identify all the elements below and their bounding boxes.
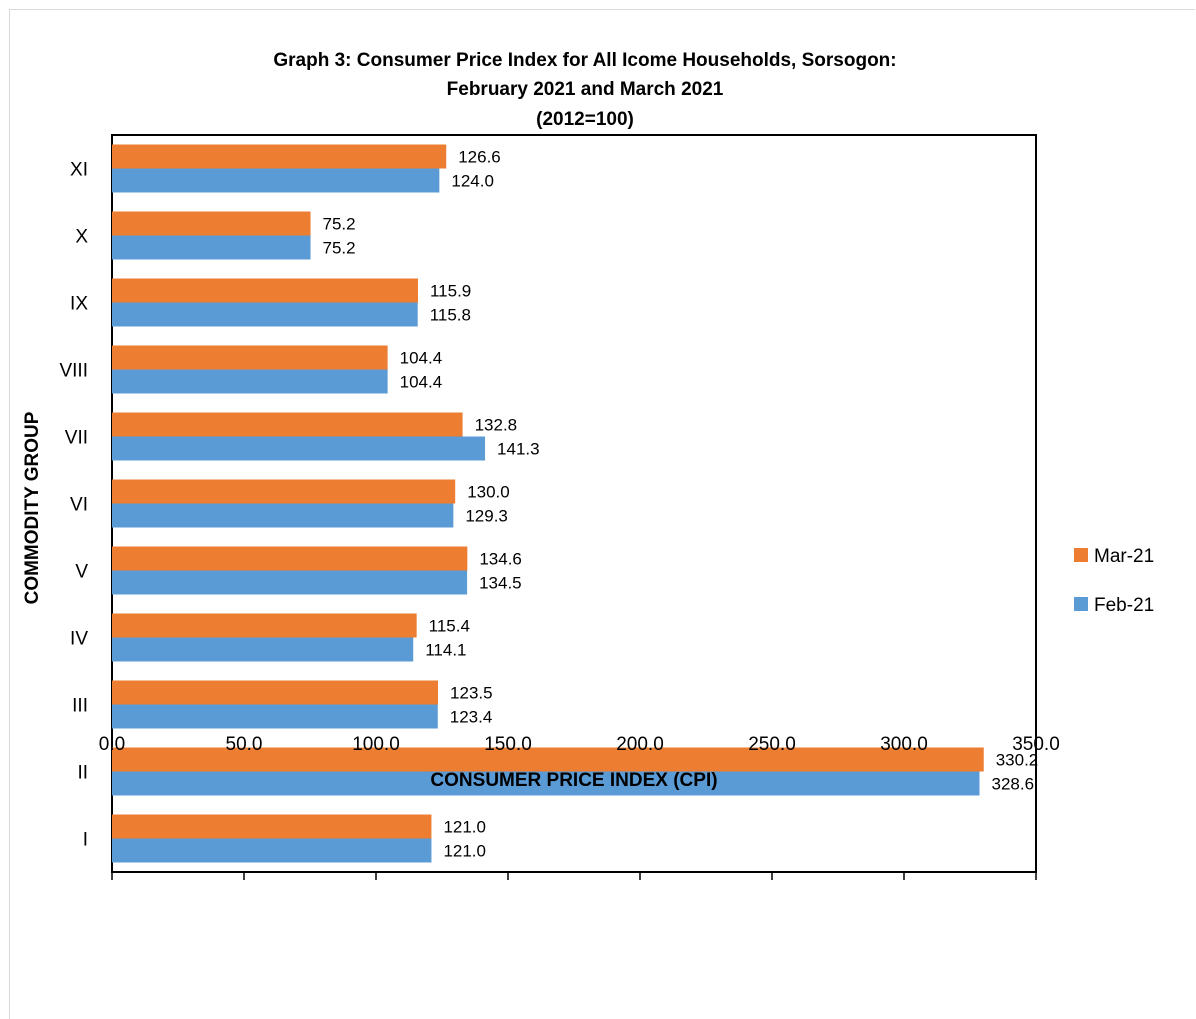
category-label: IV	[70, 629, 88, 650]
bar-feb-21	[112, 637, 414, 662]
category-label: V	[75, 562, 88, 583]
bar-feb-21	[112, 168, 440, 193]
data-label: 121.0	[443, 842, 486, 861]
category-label: III	[72, 696, 88, 717]
category-label: X	[75, 227, 88, 248]
data-label: 129.3	[465, 507, 508, 526]
chart-title: Graph 3: Consumer Price Index for All Ic…	[273, 50, 896, 130]
data-label: 132.8	[475, 416, 518, 435]
data-label: 141.3	[497, 440, 540, 459]
data-label: 126.6	[458, 148, 501, 167]
bar-feb-21	[112, 235, 311, 260]
data-label: 115.8	[430, 306, 471, 325]
bar-mar-21	[112, 345, 388, 370]
legend-swatch-feb-21	[1074, 597, 1088, 611]
data-label: 115.4	[429, 617, 470, 636]
category-label: II	[77, 763, 88, 784]
data-label: 75.2	[323, 239, 356, 258]
data-label: 114.1	[425, 641, 466, 660]
data-label: 330.2	[996, 751, 1039, 770]
bar-feb-21	[112, 503, 454, 528]
data-label: 124.0	[451, 172, 494, 191]
x-tick-label: 250.0	[748, 734, 796, 755]
data-label: 123.4	[450, 708, 493, 727]
title-line-3: (2012=100)	[536, 109, 634, 130]
legend-label-feb-21: Feb-21	[1094, 595, 1154, 616]
x-axis: 0.0 50.0 100.0 150.0 200.0 250.0 300.0 350.0	[99, 734, 1060, 880]
x-tick-label: 50.0	[226, 734, 263, 755]
x-tick-label: 200.0	[616, 734, 664, 755]
category-label: I	[83, 830, 88, 851]
data-label: 75.2	[323, 215, 356, 234]
bar-feb-21	[112, 302, 418, 327]
data-labels: 121.0 121.0 330.2 328.6 123.5 123.4 115.4 114.1…	[323, 148, 1039, 861]
bar-mar-21	[112, 613, 417, 638]
title-line-2: February 2021 and March 2021	[447, 79, 724, 100]
data-label: 104.4	[400, 373, 443, 392]
data-label: 134.5	[479, 574, 522, 593]
bar-mar-21	[112, 680, 439, 705]
data-label: 115.9	[430, 282, 471, 301]
data-label: 134.6	[479, 550, 522, 569]
category-label: VII	[65, 428, 88, 449]
x-tick-label: 300.0	[880, 734, 928, 755]
bar-mar-21	[112, 747, 984, 772]
bar-mar-21	[112, 412, 463, 437]
category-label: VIII	[59, 361, 88, 382]
bar-mar-21	[112, 144, 447, 169]
bar-mar-21	[112, 546, 468, 571]
x-tick-label: 100.0	[352, 734, 400, 755]
category-label: XI	[70, 160, 88, 181]
bar-feb-21	[112, 369, 388, 394]
bar-mar-21	[112, 814, 432, 839]
bars	[112, 144, 984, 863]
category-label: VI	[70, 495, 88, 516]
data-label: 328.6	[992, 775, 1035, 794]
legend-swatch-mar-21	[1074, 548, 1088, 562]
bar-feb-21	[112, 771, 980, 796]
bar-mar-21	[112, 211, 311, 236]
x-tick-label: 150.0	[484, 734, 532, 755]
x-tick-label: 0.0	[99, 734, 125, 755]
legend: Mar-21 Feb-21	[1074, 546, 1154, 616]
data-label: 104.4	[400, 349, 443, 368]
bar-mar-21	[112, 278, 418, 303]
x-axis-title: CONSUMER PRICE INDEX (CPI)	[430, 770, 717, 791]
y-axis-title: COMMODITY GROUP	[22, 411, 43, 604]
title-line-1: Graph 3: Consumer Price Index for All Ic…	[273, 50, 896, 71]
data-label: 123.5	[450, 684, 493, 703]
bar-feb-21	[112, 436, 486, 461]
data-label: 121.0	[443, 818, 486, 837]
chart-frame	[9, 9, 1195, 1019]
bar-mar-21	[112, 479, 456, 504]
bar-feb-21	[112, 704, 438, 729]
bar-feb-21	[112, 838, 432, 863]
bar-feb-21	[112, 570, 468, 595]
x-tick-label: 350.0	[1012, 734, 1060, 755]
data-label: 130.0	[467, 483, 510, 502]
category-label: IX	[70, 294, 88, 315]
legend-label-mar-21: Mar-21	[1094, 546, 1154, 567]
